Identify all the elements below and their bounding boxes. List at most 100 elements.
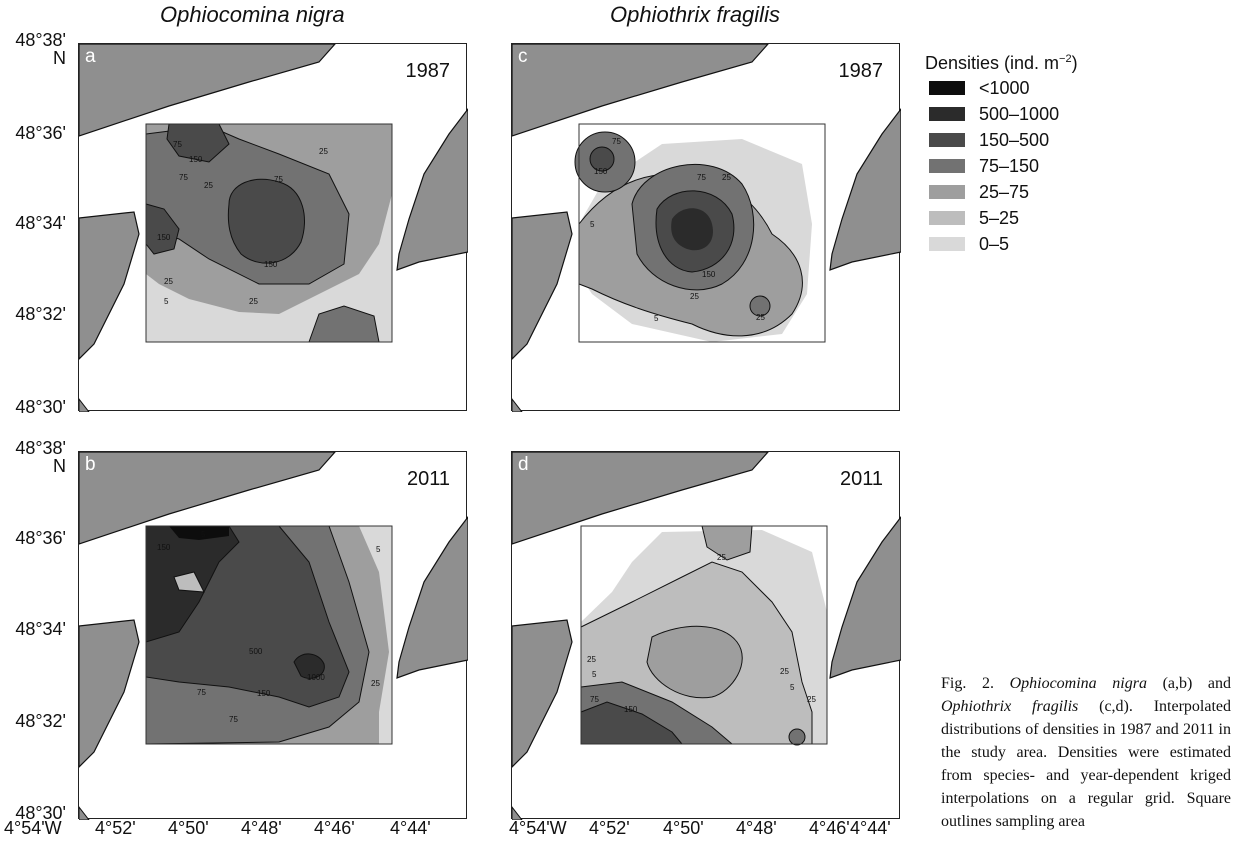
contour-label: 25 (690, 292, 699, 301)
caption-prefix: Fig. 2. (941, 675, 994, 692)
contour-label: 25 (780, 667, 789, 676)
contour-label: 150 (257, 689, 271, 698)
legend-label: 25–75 (979, 181, 1030, 202)
panel-letter-d: d (518, 454, 529, 475)
figure-caption: Fig. 2. Ophiocomina nigra (a,b) and Ophi… (941, 672, 1231, 833)
contour-label: 150 (157, 543, 171, 552)
panel-year-d: 2011 (839, 468, 883, 490)
contour-label: 25 (717, 553, 726, 562)
contour-label: 5 (201, 530, 206, 539)
map-panel-b: 5 150 500 1000 75 150 75 25 5 b 2011 (78, 451, 468, 820)
legend-item: 0–5 (929, 233, 1009, 255)
contour-label: 5 (592, 670, 597, 679)
contour-label: 75 (697, 173, 706, 182)
column-title-ophiothrix: Ophiothrix fragilis (610, 2, 780, 27)
legend-item: 25–75 (929, 181, 1029, 203)
legend-title-suffix: ) (1071, 53, 1078, 73)
contour-label: 75 (274, 175, 283, 184)
contour-label: 25 (722, 173, 731, 182)
map-panel-c: 75 150 75 25 5 150 25 25 5 c 1987 (511, 43, 901, 412)
contour-label: 5 (164, 297, 169, 306)
legend-swatch (929, 211, 965, 225)
panel-letter-b: b (85, 454, 96, 475)
legend-title-prefix: Densities (ind. m (925, 53, 1060, 73)
north-label-top: N (53, 48, 66, 68)
panel-year-c: 1987 (838, 60, 884, 82)
legend-swatch (929, 133, 965, 147)
legend-label: 150–500 (979, 129, 1050, 150)
north-label-bottom: N (53, 456, 66, 476)
map-panel-a: 75 150 75 25 75 150 25 5 150 25 25 a 198… (78, 43, 468, 412)
contour-label: 500 (249, 647, 263, 656)
contour-label: 75 (590, 695, 599, 704)
map-panel-b-graphic: 5 150 500 1000 75 150 75 25 5 (79, 452, 468, 820)
contour-label: 150 (157, 233, 171, 242)
contour-label: 75 (179, 173, 188, 182)
contour-label: 150 (189, 155, 203, 164)
y-label-48-32-top: 48°32' (15, 304, 66, 324)
contour-label: 150 (624, 705, 638, 714)
caption-species-2: Ophiothrix fragilis (941, 698, 1079, 715)
y-label-48-34-top: 48°34' (15, 213, 66, 233)
x-label-right-0: 4°54'W (509, 818, 567, 838)
contour-label: 75 (173, 140, 182, 149)
legend-label: 500–1000 (979, 103, 1060, 124)
contour-label: 150 (594, 167, 608, 176)
map-panel-d: 25 25 5 75 150 25 5 25 d 2011 (511, 451, 901, 820)
contour-label: 25 (371, 679, 380, 688)
y-label-48-34-bottom: 48°34' (15, 619, 66, 639)
legend-title: Densities (ind. m−2) (925, 53, 1078, 74)
y-label-48-36-bottom: 48°36' (15, 528, 66, 548)
y-label-48-30-top: 48°30' (15, 397, 66, 417)
y-label-48-32-bottom: 48°32' (15, 711, 66, 731)
caption-part-2: (c,d). Interpolated distributions of den… (941, 698, 1231, 830)
legend-item: 500–1000 (929, 103, 1059, 125)
contour-label: 150 (702, 270, 716, 279)
contour-label: 5 (590, 220, 595, 229)
contour-label: 75 (229, 715, 238, 724)
map-panel-d-graphic: 25 25 5 75 150 25 5 25 (512, 452, 901, 820)
legend-item: 75–150 (929, 155, 1039, 177)
contour-label: 5 (790, 683, 795, 692)
panel-year-b: 2011 (406, 468, 450, 490)
contour-label: 5 (376, 545, 381, 554)
legend-swatch (929, 107, 965, 121)
legend-label: 0–5 (979, 233, 1010, 254)
x-label-right-1: 4°52' (589, 818, 630, 838)
contour-label: 75 (197, 688, 206, 697)
legend-item: <1000 (929, 77, 1030, 99)
legend-item: 5–25 (929, 207, 1019, 229)
contour-label: 25 (249, 297, 258, 306)
contour-label: 25 (204, 181, 213, 190)
y-label-48-38-top: 48°38' (15, 30, 66, 50)
panel-letter-c: c (518, 46, 528, 67)
legend-swatch (929, 81, 965, 95)
caption-species-1: Ophiocomina nigra (1009, 675, 1147, 692)
x-label-left-5: 4°44' (390, 818, 431, 838)
y-label-48-38-bottom: 48°38' (15, 438, 66, 458)
contour-label: 150 (264, 260, 278, 269)
legend-swatch (929, 185, 965, 199)
x-label-right-4: 4°46' (809, 818, 850, 838)
contour-label: 75 (612, 137, 621, 146)
x-label-left-1: 4°52' (95, 818, 136, 838)
legend-swatch (929, 159, 965, 173)
x-label-right-2: 4°50' (663, 818, 704, 838)
x-label-right-5: 4°44' (850, 818, 891, 838)
panel-year-a: 1987 (405, 60, 451, 82)
caption-part-1: (a,b) and (1162, 675, 1232, 692)
contour-label: 1000 (307, 673, 325, 682)
contour-label: 25 (756, 313, 765, 322)
x-label-left-2: 4°50' (168, 818, 209, 838)
map-panel-a-graphic: 75 150 75 25 75 150 25 5 150 25 25 (79, 44, 468, 412)
contour-label: 25 (164, 277, 173, 286)
map-panel-c-graphic: 75 150 75 25 5 150 25 25 5 (512, 44, 901, 412)
x-label-left-0: 4°54'W (4, 818, 62, 838)
legend-label: 5–25 (979, 207, 1020, 228)
contour-label: 25 (319, 147, 328, 156)
contour-label: 25 (807, 695, 816, 704)
x-label-left-3: 4°48' (241, 818, 282, 838)
contour-label: 5 (654, 314, 659, 323)
x-label-right-3: 4°48' (736, 818, 777, 838)
y-label-48-36-top: 48°36' (15, 123, 66, 143)
